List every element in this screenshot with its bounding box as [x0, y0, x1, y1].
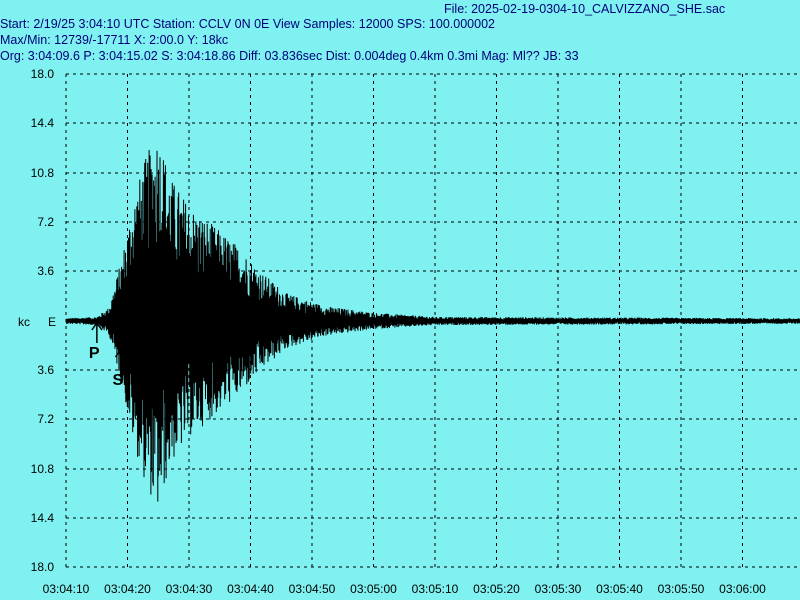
- x-tick-label: 03:06:00: [719, 582, 766, 596]
- y-tick-labels: 18.0 14.4 10.8 7.2 3.6 3.6 7.2 10.8 14.4 18.0: [31, 67, 55, 574]
- y-tick-label: 18.0: [31, 560, 55, 574]
- y-tick-label: 14.4: [31, 511, 55, 525]
- phase-picks: PS: [89, 321, 127, 389]
- x-tick-label: 03:04:30: [166, 582, 213, 596]
- x-tick-label: 03:05:00: [350, 582, 397, 596]
- x-tick-label: 03:05:30: [535, 582, 582, 596]
- x-tick-label: 03:04:40: [227, 582, 274, 596]
- y-tick-label: 3.6: [37, 363, 54, 377]
- pick-label: P: [89, 345, 100, 362]
- x-tick-label: 03:05:20: [473, 582, 520, 596]
- x-tick-label: 03:04:20: [104, 582, 151, 596]
- pick-p-marker: P: [89, 321, 103, 362]
- maxmin-info-label: Max/Min: 12739/-17711 X: 2:00.0 Y: 18kc: [0, 33, 229, 47]
- pick-arrow: [91, 321, 103, 343]
- x-tick-label: 03:05:50: [658, 582, 705, 596]
- pick-arrow: [114, 348, 127, 370]
- x-tick-label: 03:04:10: [43, 582, 90, 596]
- y-tick-label: 7.2: [37, 215, 54, 229]
- origin-info-label: Org: 3:04:09.6 P: 3:04:15.02 S: 3:04:18.…: [0, 49, 579, 63]
- x-tick-label: 03:04:50: [289, 582, 336, 596]
- start-info-label: Start: 2/19/25 3:04:10 UTC Station: CCLV…: [0, 17, 495, 31]
- x-tick-label: 03:05:40: [596, 582, 643, 596]
- y-tick-label: 18.0: [31, 67, 55, 81]
- y-tick-label: 10.8: [31, 462, 55, 476]
- y-tick-label: 14.4: [31, 116, 55, 130]
- file-name-label: File: 2025-02-19-0304-10_CALVIZZANO_SHE.…: [444, 2, 726, 16]
- y-tick-label: 7.2: [37, 412, 54, 426]
- component-label: E: [48, 315, 56, 329]
- pick-s-marker: S: [112, 348, 127, 389]
- x-tick-labels: 03:04:10 03:04:20 03:04:30 03:04:40 03:04:50…: [43, 582, 767, 596]
- y-unit-label: kc: [18, 315, 30, 329]
- pick-label: S: [112, 372, 123, 389]
- y-tick-label: 3.6: [37, 264, 54, 278]
- x-tick-label: 03:05:10: [412, 582, 459, 596]
- y-tick-label: 10.8: [31, 166, 55, 180]
- waveform-trace: [65, 149, 800, 502]
